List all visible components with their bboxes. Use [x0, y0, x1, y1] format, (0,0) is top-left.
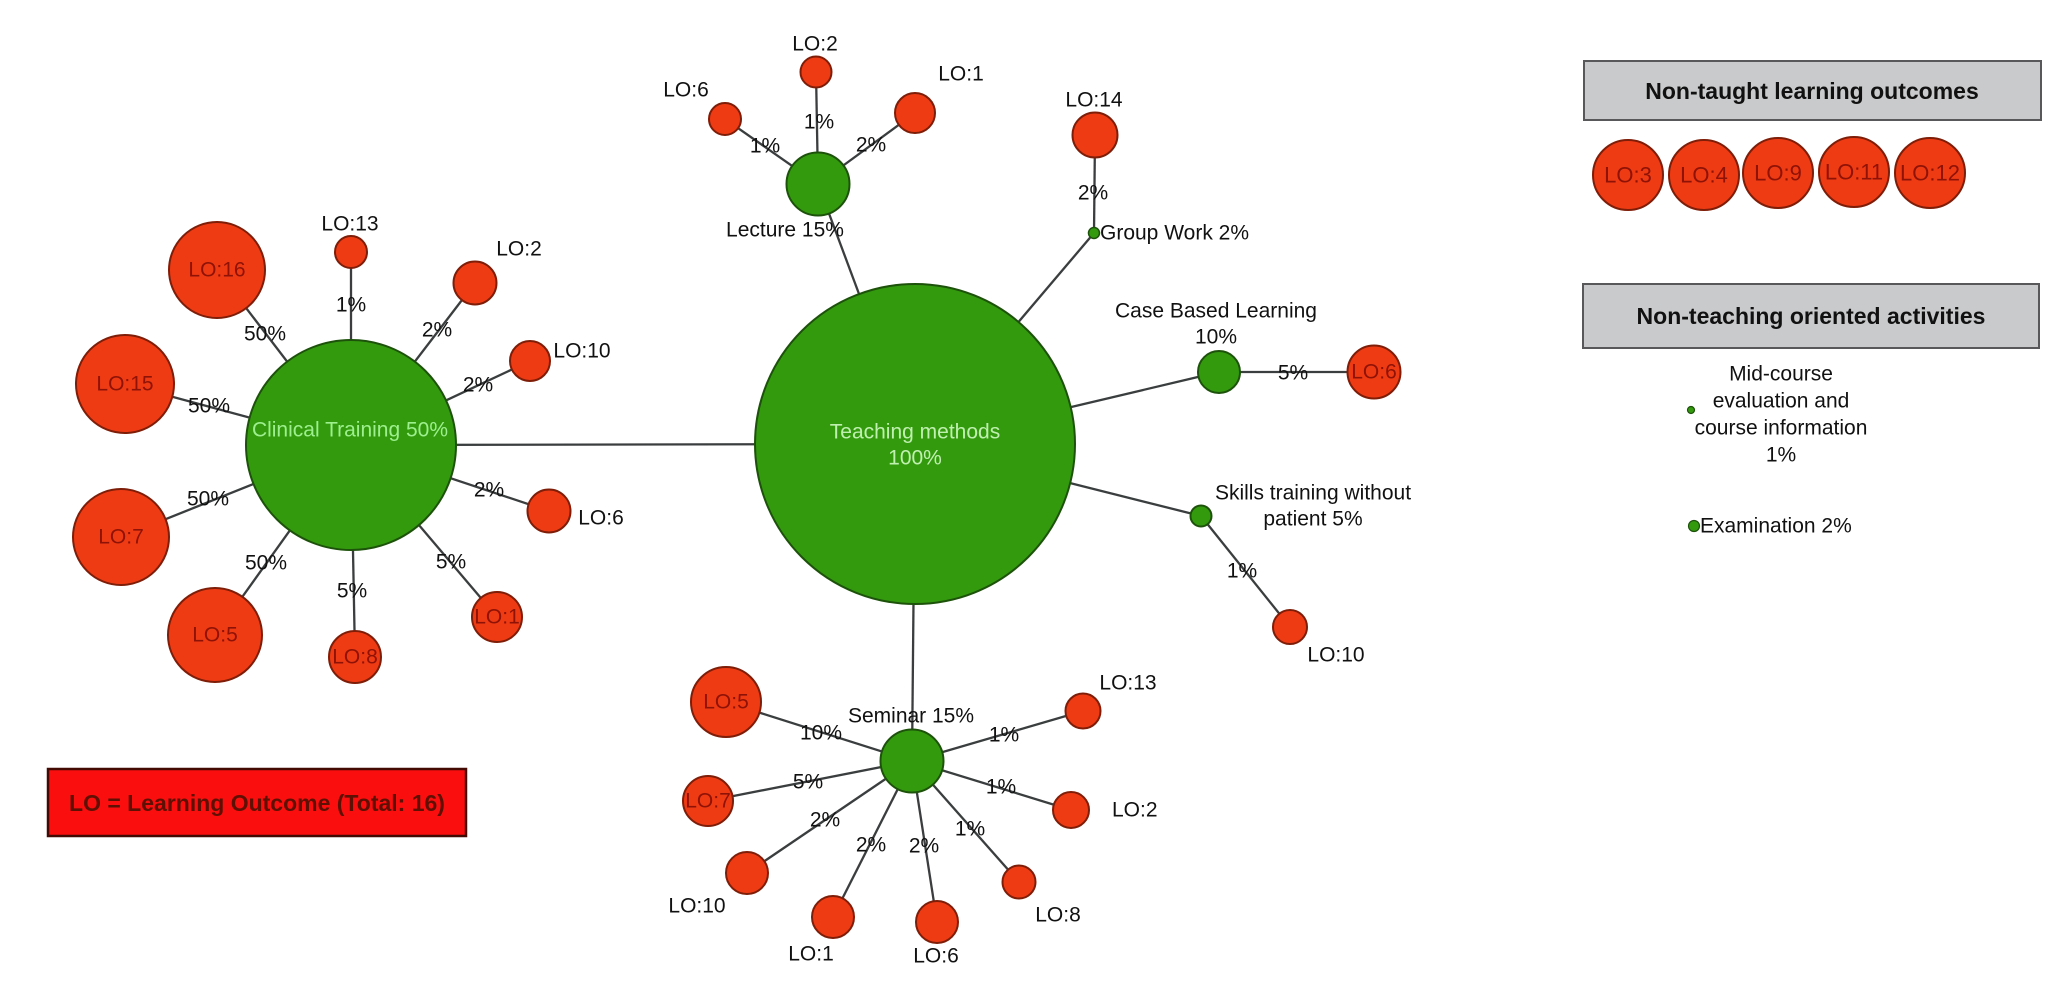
svg-text:LO:5: LO:5 [703, 691, 749, 714]
svg-text:LO:13: LO:13 [321, 213, 378, 236]
svg-text:LO:14: LO:14 [1065, 89, 1123, 112]
svg-text:2%: 2% [422, 319, 452, 342]
svg-text:LO:8: LO:8 [332, 646, 378, 669]
svg-text:Mid-course: Mid-course [1729, 363, 1833, 386]
svg-text:LO:8: LO:8 [1035, 904, 1081, 927]
svg-text:course information: course information [1695, 417, 1868, 440]
svg-text:1%: 1% [955, 818, 985, 841]
svg-text:evaluation and: evaluation and [1713, 390, 1850, 413]
svg-text:5%: 5% [436, 551, 466, 574]
svg-text:LO:1: LO:1 [788, 943, 834, 966]
svg-text:2%: 2% [474, 479, 504, 502]
svg-text:Examination 2%: Examination 2% [1700, 515, 1852, 538]
svg-text:LO:3: LO:3 [1604, 163, 1652, 188]
svg-text:1%: 1% [750, 135, 780, 158]
svg-text:LO:6: LO:6 [663, 79, 709, 102]
svg-text:LO:13: LO:13 [1099, 672, 1156, 695]
svg-text:2%: 2% [856, 134, 886, 157]
svg-text:LO:16: LO:16 [188, 259, 245, 282]
svg-text:LO:6: LO:6 [913, 945, 959, 968]
svg-text:1%: 1% [986, 776, 1016, 799]
svg-text:Clinical Training 50%: Clinical Training 50% [252, 419, 448, 442]
svg-text:1%: 1% [989, 724, 1019, 747]
svg-text:LO:10: LO:10 [668, 895, 725, 918]
svg-text:LO:10: LO:10 [1307, 644, 1364, 667]
svg-text:2%: 2% [810, 809, 840, 832]
svg-text:50%: 50% [187, 488, 229, 511]
svg-text:Teaching methods: Teaching methods [830, 421, 1000, 444]
svg-text:LO:5: LO:5 [192, 624, 238, 647]
svg-text:LO:2: LO:2 [1112, 799, 1158, 822]
svg-text:LO:11: LO:11 [1825, 160, 1883, 185]
svg-text:patient 5%: patient 5% [1263, 508, 1362, 531]
svg-text:LO:4: LO:4 [1680, 163, 1728, 188]
svg-text:LO:6: LO:6 [578, 507, 624, 530]
svg-text:1%: 1% [1766, 444, 1796, 467]
svg-text:1%: 1% [804, 111, 834, 134]
svg-text:LO:7: LO:7 [685, 790, 731, 813]
svg-text:2%: 2% [1078, 182, 1108, 205]
svg-text:1%: 1% [1227, 560, 1257, 583]
svg-text:50%: 50% [188, 395, 230, 418]
svg-text:LO:1: LO:1 [474, 606, 520, 629]
svg-text:2%: 2% [856, 834, 886, 857]
svg-text:Skills training without: Skills training without [1215, 482, 1411, 505]
svg-text:Lecture 15%: Lecture 15% [726, 219, 844, 242]
svg-text:50%: 50% [244, 323, 286, 346]
svg-text:LO:10: LO:10 [553, 340, 610, 363]
svg-text:LO:7: LO:7 [98, 526, 144, 549]
svg-text:LO:2: LO:2 [792, 33, 838, 56]
svg-text:5%: 5% [337, 580, 367, 603]
svg-text:Seminar 15%: Seminar 15% [848, 705, 974, 728]
svg-text:LO:12: LO:12 [1900, 161, 1960, 186]
svg-text:1%: 1% [336, 294, 366, 317]
svg-text:LO:2: LO:2 [496, 238, 542, 261]
svg-text:10%: 10% [1195, 326, 1237, 349]
svg-text:2%: 2% [463, 374, 493, 397]
svg-text:2%: 2% [909, 835, 939, 858]
svg-text:5%: 5% [793, 771, 823, 794]
svg-text:LO:1: LO:1 [938, 63, 984, 86]
svg-text:Non-taught learning outcomes: Non-taught learning outcomes [1645, 78, 1979, 104]
svg-text:Case Based Learning: Case Based Learning [1115, 300, 1317, 323]
svg-text:Non-teaching oriented activiti: Non-teaching oriented activities [1637, 303, 1986, 329]
svg-text:10%: 10% [800, 722, 842, 745]
svg-text:100%: 100% [888, 447, 942, 470]
svg-text:5%: 5% [1278, 362, 1308, 385]
svg-text:50%: 50% [245, 552, 287, 575]
svg-text:LO:9: LO:9 [1754, 161, 1802, 186]
svg-text:LO = Learning Outcome (Total:: LO = Learning Outcome (Total: 16) [69, 790, 445, 816]
svg-text:LO:15: LO:15 [96, 373, 153, 396]
svg-text:LO:6: LO:6 [1351, 361, 1397, 384]
svg-text:Group Work 2%: Group Work 2% [1100, 222, 1249, 245]
